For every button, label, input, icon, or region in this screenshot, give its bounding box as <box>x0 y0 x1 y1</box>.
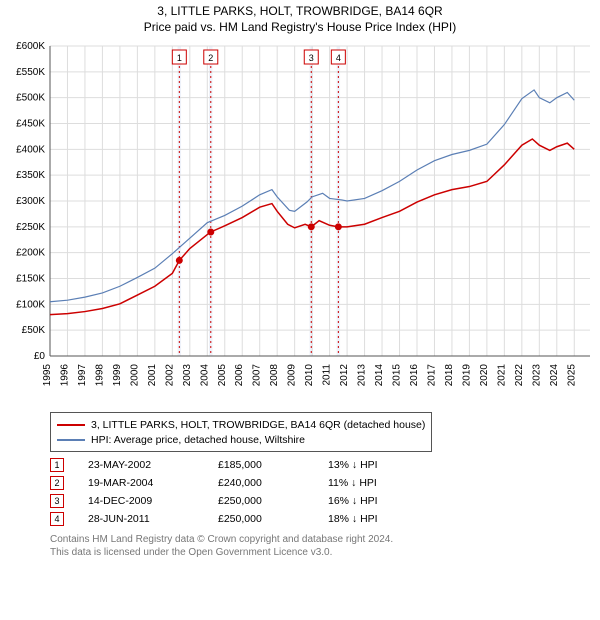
x-tick-label: 1999 <box>112 364 123 387</box>
transaction-marker-number: 1 <box>50 458 64 472</box>
footer-line-2: This data is licensed under the Open Gov… <box>50 547 580 560</box>
y-tick-label: £400K <box>16 144 45 155</box>
series-marker <box>207 229 214 236</box>
x-tick-label: 2018 <box>444 364 455 387</box>
y-tick-label: £450K <box>16 119 45 130</box>
title-block: 3, LITTLE PARKS, HOLT, TROWBRIDGE, BA14 … <box>0 0 600 36</box>
transaction-row: 4 28-JUN-2011£250,00018% ↓ HPI <box>50 510 580 528</box>
transaction-hpi-diff: 16% ↓ HPI <box>328 495 438 507</box>
transaction-row: 1 23-MAY-2002£185,00013% ↓ HPI <box>50 456 580 474</box>
transaction-price: £250,000 <box>218 513 328 525</box>
x-tick-label: 2011 <box>322 364 333 386</box>
x-tick-label: 2025 <box>566 364 577 387</box>
legend-swatch <box>57 424 85 426</box>
y-tick-label: £500K <box>16 93 45 104</box>
chart-legend: 3, LITTLE PARKS, HOLT, TROWBRIDGE, BA14 … <box>50 412 432 452</box>
transaction-row: 3 14-DEC-2009£250,00016% ↓ HPI <box>50 492 580 510</box>
transaction-date: 23-MAY-2002 <box>88 459 218 471</box>
legend-label: 3, LITTLE PARKS, HOLT, TROWBRIDGE, BA14 … <box>91 419 425 431</box>
y-tick-label: £550K <box>16 67 45 78</box>
x-tick-label: 2006 <box>234 364 245 387</box>
x-tick-label: 1996 <box>59 364 70 387</box>
footer-line-1: Contains HM Land Registry data © Crown c… <box>50 534 580 547</box>
transaction-hpi-diff: 13% ↓ HPI <box>328 459 438 471</box>
legend-swatch <box>57 439 85 441</box>
y-tick-label: £50K <box>22 325 46 336</box>
series-marker <box>308 223 315 230</box>
y-tick-label: £0 <box>34 351 46 362</box>
marker-number-label: 4 <box>336 53 341 63</box>
transaction-date: 19-MAR-2004 <box>88 477 218 489</box>
transactions-table: 1 23-MAY-2002£185,00013% ↓ HPI 2 19-MAR-200… <box>50 456 580 528</box>
marker-number-label: 1 <box>177 53 182 63</box>
marker-number-label: 2 <box>208 53 213 63</box>
legend-row: 3, LITTLE PARKS, HOLT, TROWBRIDGE, BA14 … <box>57 417 425 432</box>
transaction-price: £250,000 <box>218 495 328 507</box>
x-tick-label: 2020 <box>479 364 490 387</box>
y-tick-label: £300K <box>16 196 45 207</box>
y-tick-label: £150K <box>16 274 45 285</box>
y-tick-label: £600K <box>16 41 45 52</box>
x-tick-label: 2017 <box>426 364 437 387</box>
x-tick-label: 2003 <box>182 364 193 387</box>
transaction-hpi-diff: 11% ↓ HPI <box>328 477 438 489</box>
series-marker <box>176 257 183 264</box>
x-tick-label: 2021 <box>496 364 507 387</box>
transaction-date: 14-DEC-2009 <box>88 495 218 507</box>
x-tick-label: 2009 <box>287 364 298 387</box>
y-tick-label: £100K <box>16 299 45 310</box>
x-tick-label: 2001 <box>147 364 158 387</box>
x-tick-label: 1997 <box>77 364 88 387</box>
transaction-price: £185,000 <box>218 459 328 471</box>
legend-label: HPI: Average price, detached house, Wilt… <box>91 434 305 446</box>
x-tick-label: 2014 <box>374 364 385 387</box>
footer-attribution: Contains HM Land Registry data © Crown c… <box>50 534 580 559</box>
y-tick-label: £250K <box>16 222 45 233</box>
legend-row: HPI: Average price, detached house, Wilt… <box>57 432 425 447</box>
x-tick-label: 2005 <box>217 364 228 387</box>
series-marker <box>335 223 342 230</box>
page-title: 3, LITTLE PARKS, HOLT, TROWBRIDGE, BA14 … <box>0 4 600 18</box>
x-tick-label: 2022 <box>514 364 525 387</box>
x-tick-label: 2007 <box>252 364 263 387</box>
x-tick-label: 2008 <box>269 364 280 387</box>
transaction-row: 2 19-MAR-2004£240,00011% ↓ HPI <box>50 474 580 492</box>
transaction-marker-number: 2 <box>50 476 64 490</box>
x-tick-label: 2015 <box>392 364 403 387</box>
x-tick-label: 2013 <box>357 364 368 387</box>
x-tick-label: 2024 <box>549 364 560 387</box>
page-subtitle: Price paid vs. HM Land Registry's House … <box>0 20 600 34</box>
marker-number-label: 3 <box>309 53 314 63</box>
transaction-marker-number: 4 <box>50 512 64 526</box>
price-chart: £0 £50K £100K £150K £200K £250K £300K £350K £400… <box>0 36 600 406</box>
x-tick-label: 2016 <box>409 364 420 387</box>
transaction-date: 28-JUN-2011 <box>88 513 218 525</box>
x-tick-label: 1995 <box>42 364 53 387</box>
x-tick-label: 2023 <box>531 364 542 387</box>
y-tick-label: £200K <box>16 248 45 259</box>
x-tick-label: 2000 <box>129 364 140 387</box>
x-tick-label: 2004 <box>199 364 210 387</box>
transaction-marker-number: 3 <box>50 494 64 508</box>
x-tick-label: 2002 <box>164 364 175 387</box>
transaction-hpi-diff: 18% ↓ HPI <box>328 513 438 525</box>
x-tick-label: 1998 <box>94 364 105 387</box>
chart-container: £0 £50K £100K £150K £200K £250K £300K £350K £400… <box>0 36 600 406</box>
x-tick-label: 2019 <box>461 364 472 387</box>
x-tick-label: 2010 <box>304 364 315 387</box>
transaction-price: £240,000 <box>218 477 328 489</box>
x-tick-label: 2012 <box>339 364 350 387</box>
y-tick-label: £350K <box>16 170 45 181</box>
